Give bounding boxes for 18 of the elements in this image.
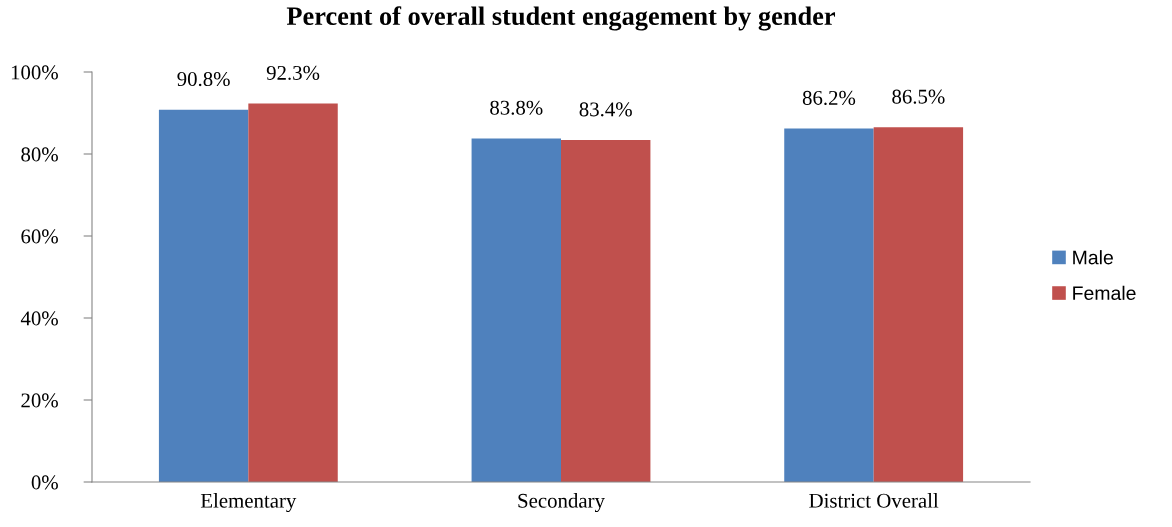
legend-label: Male [1073, 250, 1113, 265]
legend-label: Female [1073, 285, 1136, 301]
y-tick-label: 80% [21, 147, 58, 162]
y-tick-label: 20% [21, 393, 58, 408]
data-label: 90.8% [177, 71, 230, 87]
y-tick-label: 0% [31, 475, 58, 490]
y-tick-label: 100% [11, 65, 58, 80]
data-label: 92.3% [266, 65, 320, 80]
data-label: 86.5% [892, 89, 945, 104]
y-tick-label: 40% [20, 311, 58, 326]
y-tick-label: 60% [21, 229, 58, 244]
data-label: 86.2% [802, 90, 856, 105]
data-label: 83.4% [579, 102, 632, 117]
chart-title: Percent of overall student engagement by gender [286, 6, 836, 31]
x-tick-label: Secondary [518, 493, 605, 513]
x-tick-label: Elementary [200, 493, 297, 513]
x-tick-label: District Overall [809, 493, 939, 508]
data-label: 83.8% [490, 100, 543, 115]
